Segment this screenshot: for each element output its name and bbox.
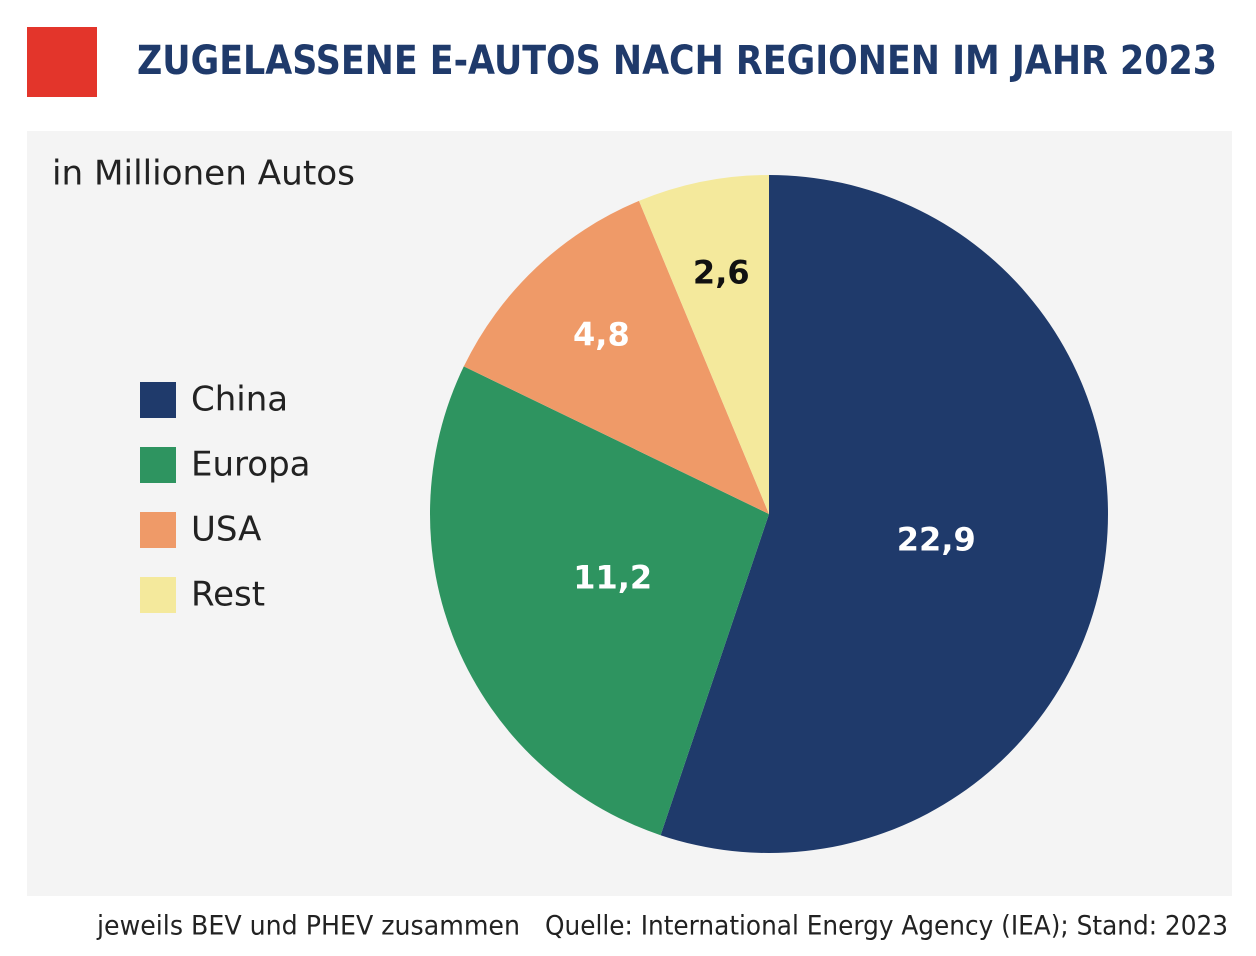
legend-swatch: [140, 447, 176, 483]
legend-label: USA: [191, 510, 261, 550]
pie-slice: [638, 175, 769, 514]
chart-title: ZUGELASSENE E-AUTOS NACH REGIONEN IM JAH…: [137, 38, 1217, 84]
legend-label: China: [191, 380, 288, 420]
slice-label: 22,9: [897, 520, 976, 558]
slice-label: 11,2: [573, 559, 652, 597]
subtitle: in Millionen Autos: [52, 154, 355, 194]
legend-swatch: [140, 382, 176, 418]
pie-slice: [463, 200, 769, 514]
legend-label: Europa: [191, 445, 310, 485]
pie-slice: [429, 366, 769, 836]
slice-label: 2,6: [693, 254, 750, 292]
footnote: jeweils BEV und PHEV zusammen: [96, 911, 520, 942]
pie-slice: [660, 175, 1108, 853]
logo-square: [27, 27, 97, 97]
slice-label: 4,8: [573, 316, 630, 354]
source: Quelle: International Energy Agency (IEA…: [545, 911, 1228, 942]
legend-swatch: [140, 512, 176, 548]
legend-label: Rest: [191, 575, 265, 615]
legend-swatch: [140, 577, 176, 613]
